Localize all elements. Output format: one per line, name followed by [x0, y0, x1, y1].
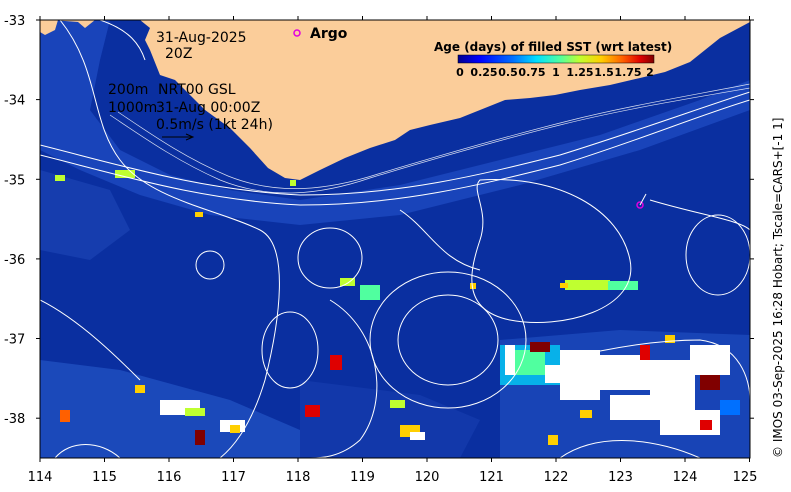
map-frame: [39, 19, 751, 459]
valid-time-label: 31-Aug 00:00Z: [156, 100, 260, 116]
colorbar-tick-label: 0.75: [518, 66, 545, 79]
vector-scale-arrowhead: [185, 133, 195, 141]
lon-tick-label: 118: [286, 470, 311, 485]
lon-tick-label: 123: [608, 470, 633, 485]
lat-tick-label: -36: [4, 253, 25, 268]
lat-axis: [36, 19, 754, 419]
lon-tick-label: 114: [28, 470, 53, 485]
date-label: 31-Aug-2025: [156, 30, 247, 46]
lon-tick-label: 122: [544, 470, 569, 485]
argo-float-track: [639, 193, 647, 206]
ocean-patch-west: [40, 170, 130, 260]
colorbar-tick-label: 1.25: [566, 66, 593, 79]
lat-tick-label: -38: [4, 412, 25, 427]
annotation-block: 31-Aug-2025 20Z 200m NRT00 GSL 1000m 31-…: [108, 30, 273, 141]
colorbar-title: Age (days) of filled SST (wrt latest): [434, 40, 672, 54]
ocean-patch-central: [300, 380, 480, 458]
lat-tick-labels: -33 -34 -35 -36 -37 -38: [4, 14, 25, 427]
age-colorbar: Age (days) of filled SST (wrt latest) 0 …: [434, 40, 672, 79]
filled-sst-patches: [55, 170, 740, 445]
colorbar-tick-label: 2: [646, 66, 654, 79]
lon-tick-label: 119: [350, 470, 375, 485]
source-label: NRT00 GSL: [158, 82, 236, 98]
colorbar-tick-label: 0.5: [498, 66, 518, 79]
colorbar-tick-label: 1.75: [614, 66, 641, 79]
lat-tick-label: -35: [4, 173, 25, 188]
lat-tick-label: -33: [4, 14, 25, 29]
lat-tick-label: -37: [4, 333, 25, 348]
lon-tick-label: 120: [415, 470, 440, 485]
lon-tick-label: 117: [221, 470, 246, 485]
colorbar-tick-label: 0.25: [470, 66, 497, 79]
argo-float-marker: [636, 201, 644, 209]
lon-tick-label: 116: [157, 470, 182, 485]
lon-tick-label: 125: [733, 470, 758, 485]
argo-legend-label: Argo: [310, 26, 348, 42]
lon-axis: [39, 16, 750, 462]
colorbar-tick-label: 0: [456, 66, 464, 79]
depth-200-label: 200m: [108, 82, 148, 98]
depth-1000-label: 1000m: [108, 100, 157, 116]
argo-legend: Argo: [293, 26, 348, 42]
lon-tick-label: 121: [479, 470, 504, 485]
lat-tick-label: -34: [4, 94, 25, 109]
streamline-contours: [40, 20, 750, 458]
bathymetry-contours: [109, 83, 750, 194]
credit-text: © IMOS 03-Sep-2025 16:28 Hobart; Tscale=…: [771, 118, 785, 458]
land-west-fragment: [40, 20, 58, 35]
lon-tick-label: 124: [673, 470, 698, 485]
time-label: 20Z: [165, 46, 192, 62]
lon-tick-labels: 114 115 116 117 118 119 120 121 122 123 …: [28, 470, 758, 485]
colorbar-tick-label: 1: [552, 66, 560, 79]
argo-legend-icon: [293, 29, 301, 37]
colorbar-gradient: [457, 54, 655, 64]
colorbar-tick-label: 1.5: [594, 66, 614, 79]
vector-scale-label: 0.5m/s (1kt 24h): [156, 117, 273, 133]
lon-tick-label: 115: [92, 470, 117, 485]
